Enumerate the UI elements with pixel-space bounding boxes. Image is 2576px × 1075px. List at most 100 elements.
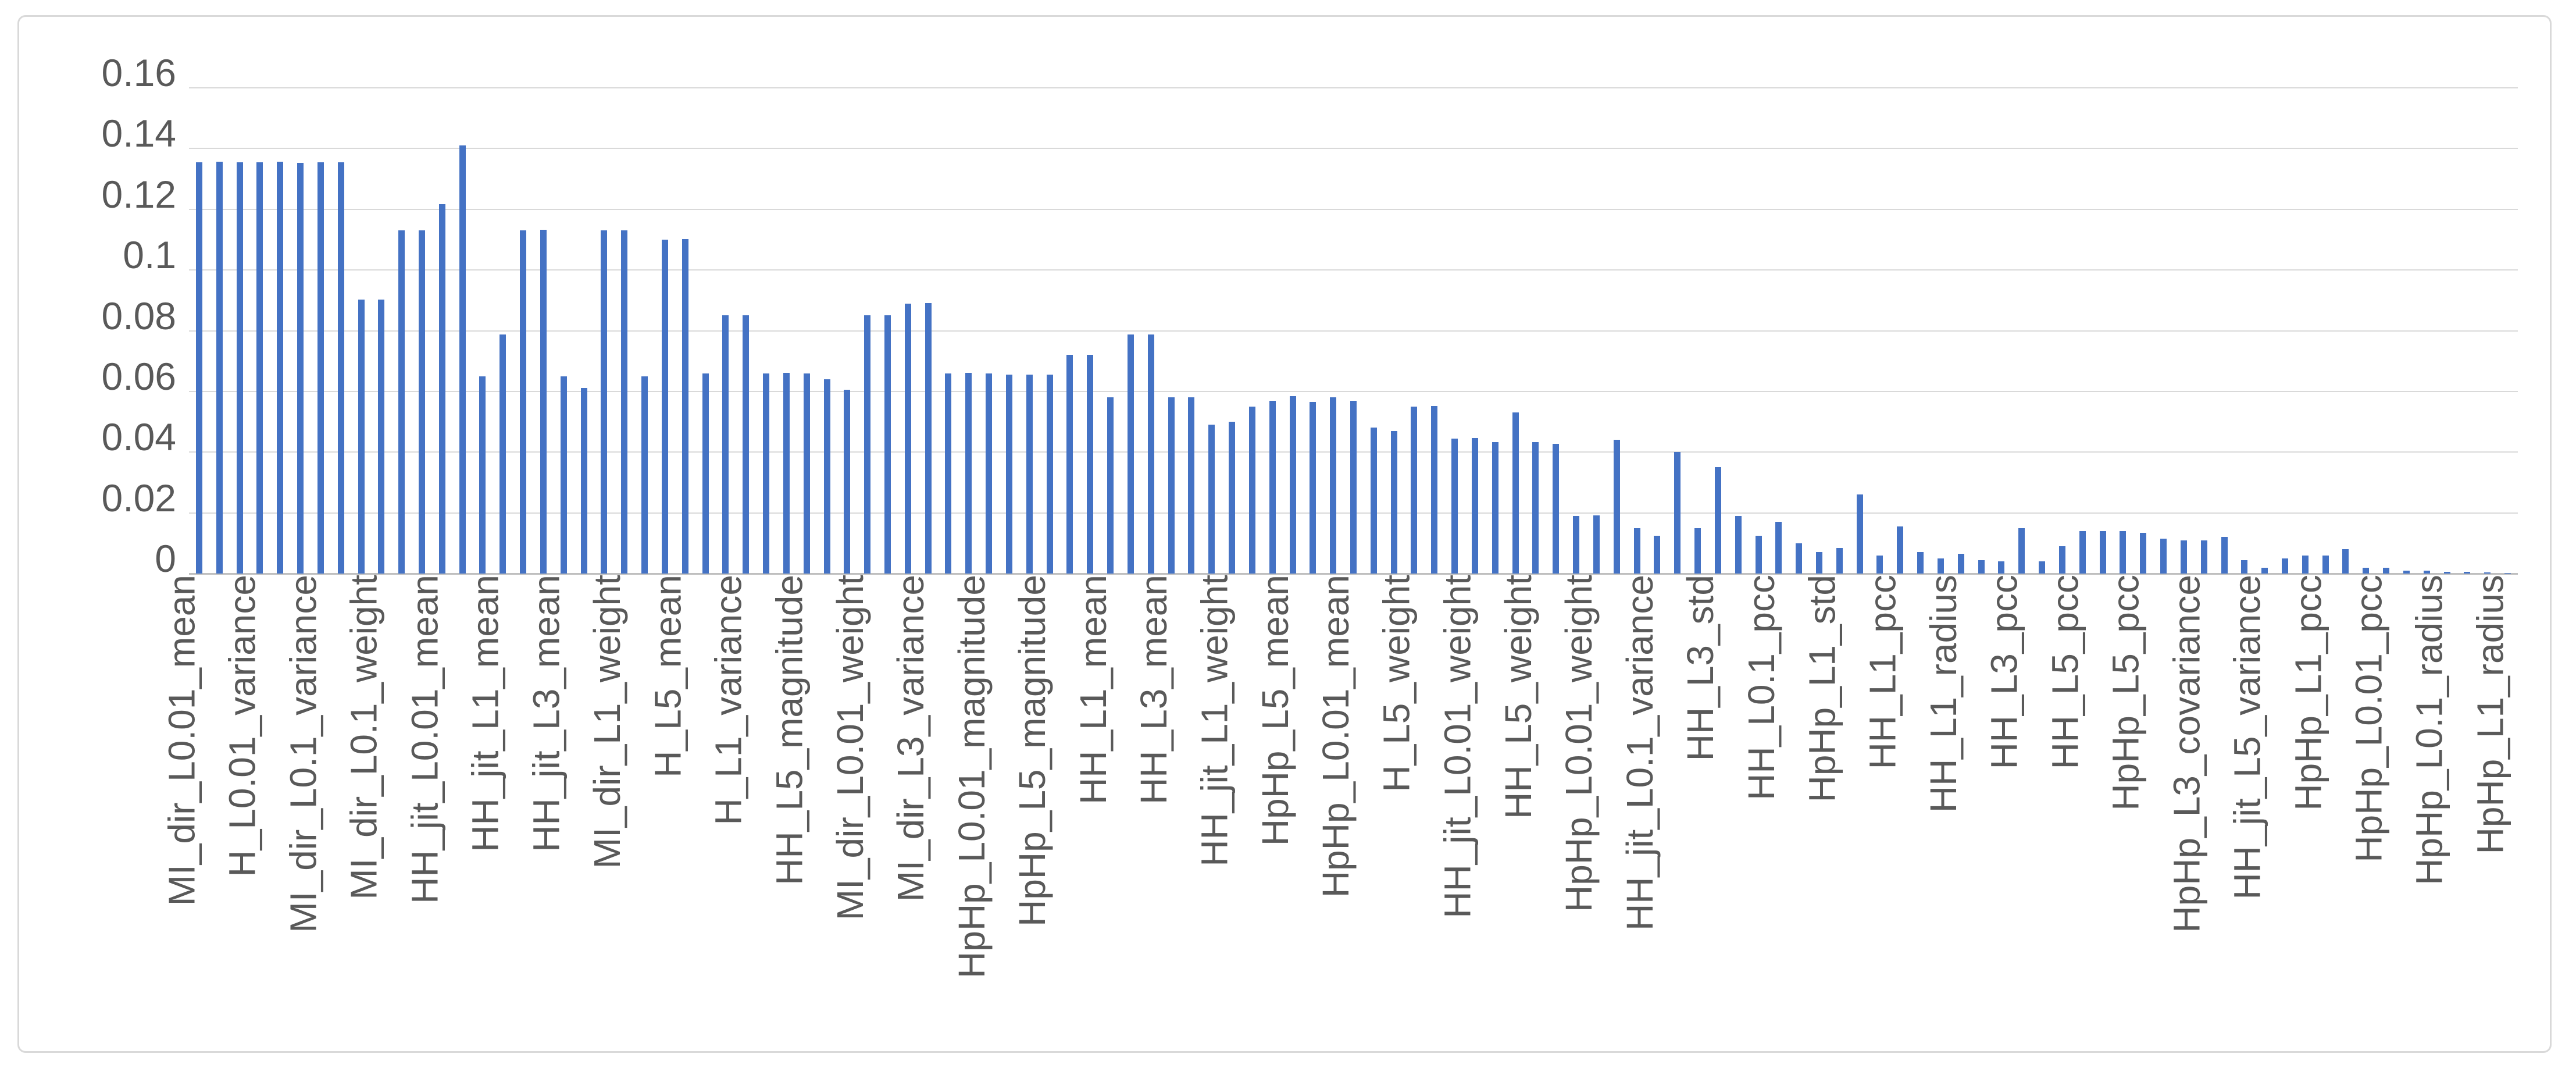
x-axis-label: HH_jit_L1_mean <box>464 575 506 852</box>
gridline <box>189 208 2518 210</box>
bar <box>236 162 243 574</box>
bar <box>1998 561 2005 574</box>
bar <box>2282 558 2288 574</box>
bar <box>661 240 668 574</box>
y-tick-label: 0.08 <box>101 294 176 337</box>
y-tick-label: 0 <box>155 537 176 580</box>
bar <box>2363 568 2370 574</box>
bar <box>358 300 365 574</box>
x-axis-label: HpHp_L1_radius <box>2469 575 2511 855</box>
x-axis-label: HH_L1_radius <box>1922 575 1965 813</box>
y-tick-label: 0.02 <box>101 476 176 519</box>
bar <box>1208 425 1215 574</box>
bar <box>2058 546 2065 574</box>
bar <box>1512 412 1519 574</box>
bar <box>216 162 223 574</box>
y-tick-label: 0.04 <box>101 415 176 459</box>
bar <box>1836 548 1843 574</box>
bar <box>1370 428 1377 574</box>
bar <box>2140 533 2147 574</box>
bar <box>925 303 932 574</box>
x-axis-label: HH_jit_L5_variance <box>2226 575 2268 900</box>
bar <box>1350 401 1357 574</box>
bar <box>2383 568 2390 574</box>
bar <box>1593 515 1600 574</box>
bar <box>1816 552 1822 574</box>
bar <box>844 390 851 574</box>
bar <box>1188 397 1195 574</box>
x-axis-label: HH_jit_L0.01_mean <box>404 575 446 904</box>
bar <box>2221 537 2228 574</box>
bar <box>2039 561 2046 574</box>
bar <box>2504 573 2511 574</box>
x-axis-label: HH_L5_pcc <box>2044 575 2086 770</box>
bar <box>378 300 385 574</box>
bar <box>1775 522 1782 574</box>
x-axis-label: H_L0.01_variance <box>221 575 263 877</box>
bar <box>763 373 770 574</box>
bar <box>1026 375 1033 574</box>
x-axis-label: HH_jit_L3_mean <box>525 575 568 852</box>
x-axis-label: HpHp_L0.01_weight <box>1558 575 1600 912</box>
bar <box>1229 422 1236 574</box>
bar <box>1735 516 1742 574</box>
bar <box>1897 526 1904 574</box>
bar <box>2403 571 2410 574</box>
y-tick-label: 0.14 <box>101 112 176 155</box>
x-axis-label: HpHp_L5_pcc <box>2104 575 2147 811</box>
bar <box>256 162 263 574</box>
bar <box>499 334 506 574</box>
bar <box>1573 516 1580 574</box>
x-axis-label: HpHp_L1_pcc <box>2287 575 2329 811</box>
bar <box>823 379 830 574</box>
y-tick-label: 0.16 <box>101 51 176 94</box>
bar <box>1856 494 1863 574</box>
bar <box>1289 396 1296 574</box>
x-axis-label: HH_jit_L0.1_variance <box>1618 575 1661 931</box>
bar <box>803 373 810 574</box>
bar <box>1613 440 1620 574</box>
bar <box>2464 572 2471 574</box>
bar <box>419 230 425 574</box>
bar <box>1168 397 1175 574</box>
x-axis-line <box>189 573 2518 575</box>
bar <box>1917 552 1924 574</box>
bar <box>1310 402 1316 574</box>
bar <box>641 376 648 574</box>
bar <box>702 373 709 574</box>
x-axis-label: HH_L5_magnitude <box>768 575 811 885</box>
bar <box>1411 407 1418 574</box>
x-axis-label: MI_dir_L0.01_mean <box>160 575 203 906</box>
bar <box>2120 531 2127 574</box>
bar <box>580 388 587 574</box>
bar <box>621 230 628 574</box>
bar <box>1471 438 1478 574</box>
bar <box>1107 397 1114 574</box>
bar <box>438 204 445 574</box>
bar <box>884 315 891 574</box>
x-axis-label: HpHp_L0.01_magnitude <box>950 575 993 978</box>
x-axis-label: HH_L1_pcc <box>1861 575 1904 770</box>
x-axis-label: MI_dir_L0.1_weight <box>342 575 385 900</box>
bar <box>297 163 304 574</box>
bar <box>2261 568 2268 574</box>
bar <box>1431 406 1438 574</box>
bar <box>1492 442 1498 574</box>
bar <box>1978 560 1985 574</box>
bar <box>1147 334 1154 574</box>
x-axis-label: HpHp_L1_std <box>1801 575 1843 803</box>
x-axis-label: H_L5_weight <box>1375 575 1418 792</box>
bar <box>398 230 405 574</box>
bar <box>1005 375 1012 574</box>
bar <box>337 162 344 574</box>
bar <box>1066 355 1073 574</box>
bar <box>2160 539 2167 574</box>
bar <box>1674 452 1681 574</box>
x-axis-label: HH_jit_L1_weight <box>1193 575 1236 867</box>
x-axis-label: MI_dir_L3_variance <box>890 575 932 902</box>
bar <box>904 304 911 574</box>
gridline <box>189 148 2518 149</box>
bar <box>2180 540 2187 574</box>
bar <box>1694 528 1701 574</box>
